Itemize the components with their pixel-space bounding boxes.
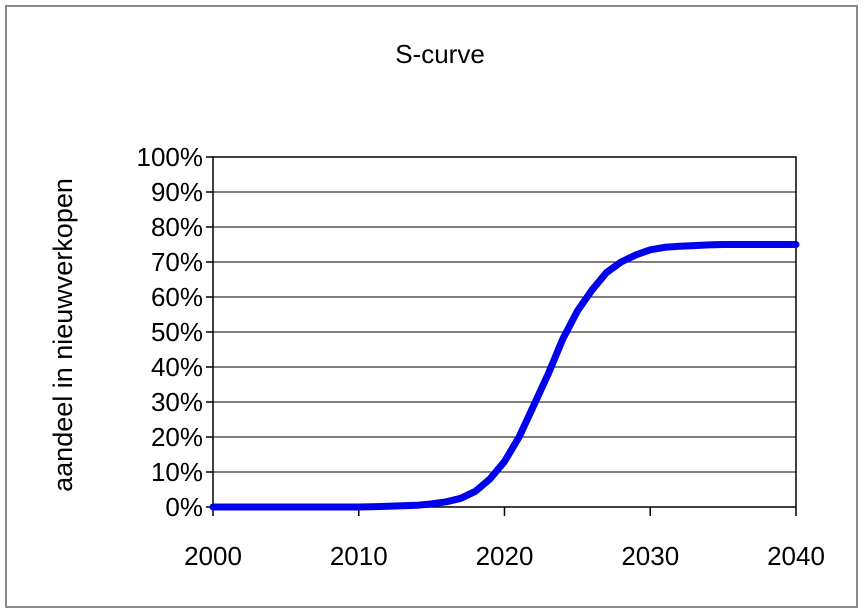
y-tick-label: 40% — [151, 352, 203, 382]
x-tick-label: 2030 — [621, 541, 679, 571]
chart-title: S-curve — [395, 39, 485, 69]
x-tick-label: 2020 — [476, 541, 534, 571]
x-tick-label: 2000 — [184, 541, 242, 571]
y-axis: 0% 10% 20% 30% 40% 50% 60% 70% 80% 90% 100% — [137, 142, 213, 522]
x-axis: 2000 2010 2020 2030 2040 — [184, 507, 825, 571]
y-axis-title: aandeel in nieuwverkopen — [48, 178, 78, 492]
y-tick-label: 50% — [151, 317, 203, 347]
y-tick-label: 100% — [137, 142, 204, 172]
y-tick-label: 0% — [165, 492, 203, 522]
y-tick-label: 10% — [151, 457, 203, 487]
y-tick-label: 80% — [151, 212, 203, 242]
grid-lines — [213, 191, 796, 473]
y-tick-label: 20% — [151, 422, 203, 452]
y-tick-label: 30% — [151, 387, 203, 417]
y-tick-label: 70% — [151, 247, 203, 277]
x-tick-label: 2040 — [767, 541, 825, 571]
y-tick-label: 60% — [151, 282, 203, 312]
series-line-s-curve — [209, 241, 800, 511]
x-tick-label: 2010 — [330, 541, 388, 571]
y-tick-label: 90% — [151, 177, 203, 207]
